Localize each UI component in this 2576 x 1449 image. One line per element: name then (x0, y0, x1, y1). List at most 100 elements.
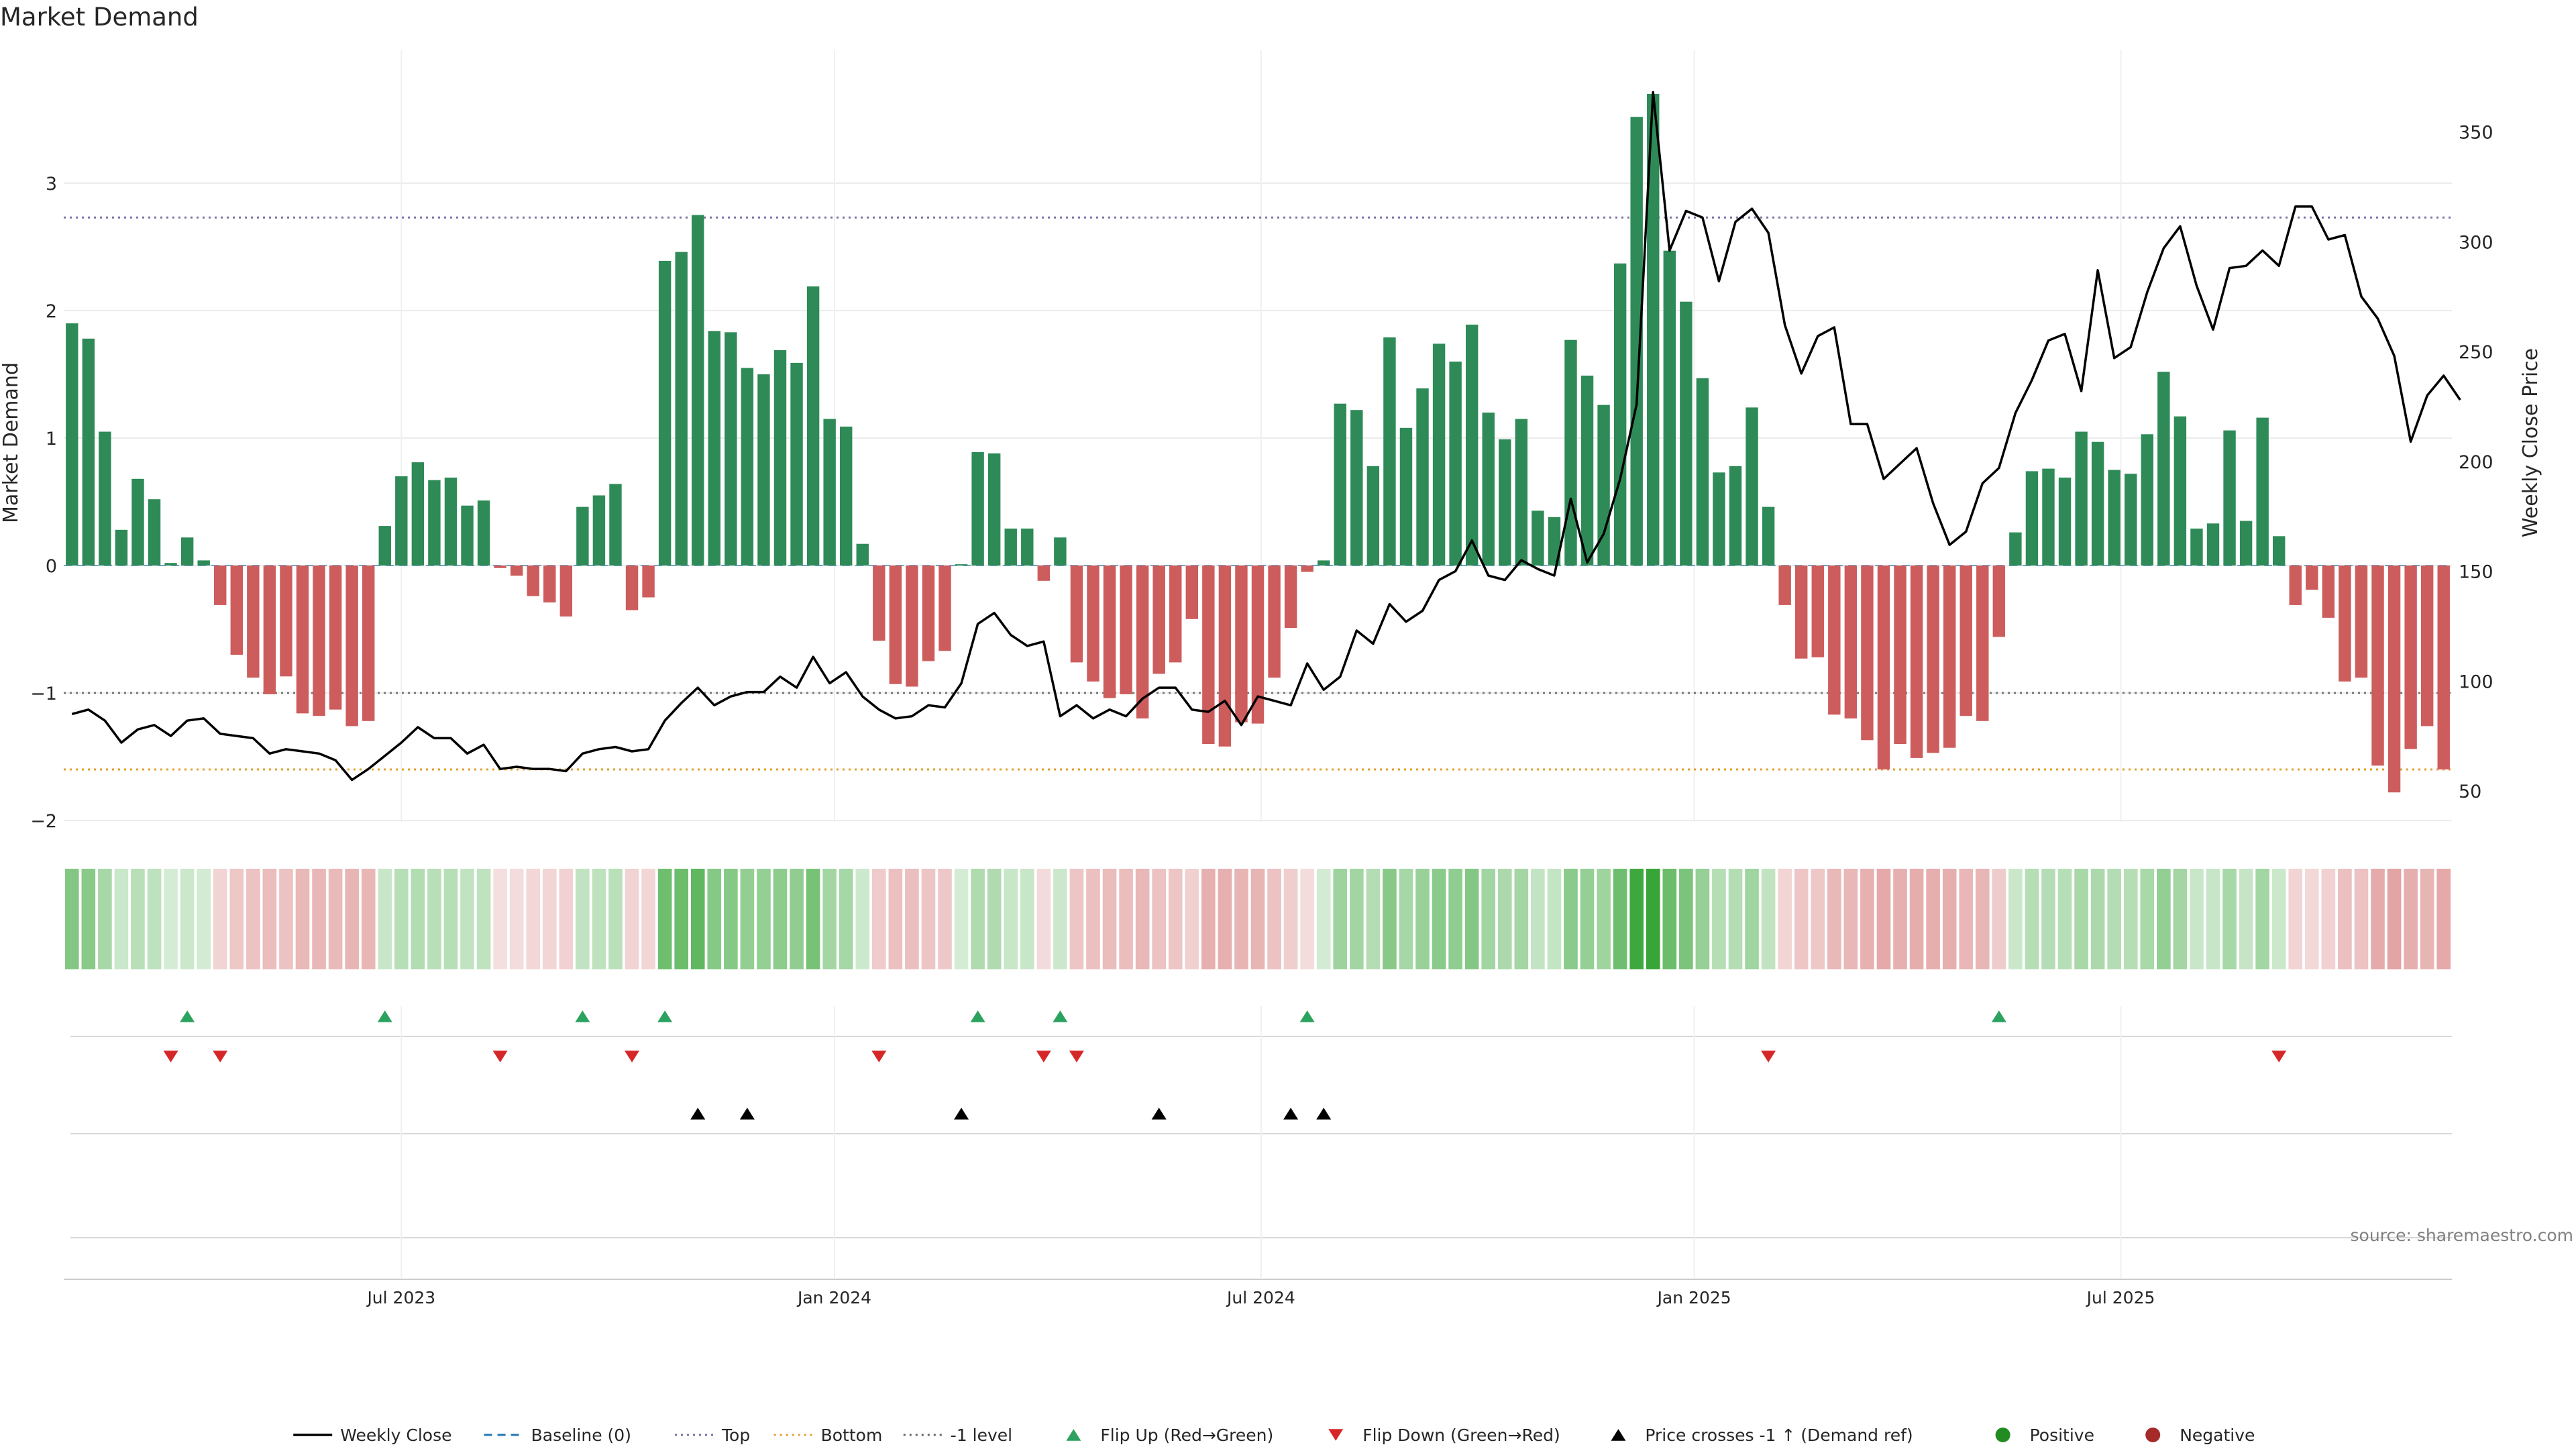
demand-bar (1746, 407, 1758, 566)
demand-bar (2306, 566, 2318, 590)
demand-bar (708, 331, 720, 566)
heat-cell (1942, 869, 1957, 969)
heat-cell (757, 869, 771, 969)
legend-label: Flip Down (Green→Red) (1362, 1426, 1560, 1445)
demand-bar (66, 323, 78, 566)
legend-label: Bottom (821, 1426, 883, 1445)
demand-bar (675, 252, 688, 566)
demand-bar (1465, 324, 1479, 566)
demand-bars (66, 94, 2450, 793)
demand-bar (971, 451, 984, 566)
demand-bar (938, 566, 951, 651)
heat-cell (1250, 869, 1265, 969)
heat-cell (1629, 869, 1644, 969)
demand-bar (1152, 566, 1165, 674)
demand-bar (494, 566, 506, 568)
price-cross-marker (1151, 1108, 1167, 1120)
demand-bar (1713, 472, 1725, 566)
heat-cell (1135, 869, 1150, 969)
demand-bar (115, 529, 128, 566)
flip-up-marker (575, 1010, 590, 1022)
heat-cell (839, 869, 853, 969)
demand-bar (1992, 566, 2006, 637)
demand-bar (2108, 470, 2121, 566)
demand-bar (1399, 427, 1413, 566)
demand-bar (2190, 528, 2203, 566)
heat-cell (773, 869, 788, 969)
demand-bar (2174, 416, 2187, 566)
heat-cell (213, 869, 227, 969)
heat-cell (114, 869, 129, 969)
heat-cell (378, 869, 392, 969)
demand-bar (1976, 566, 1989, 721)
heat-cell (345, 869, 359, 969)
heat-cell (2354, 869, 2369, 969)
demand-bar (1070, 566, 1083, 663)
heat-cell (1086, 869, 1100, 969)
heat-cell (1876, 869, 1891, 969)
demand-bar (362, 566, 375, 721)
x-tick-label: Jul 2023 (366, 1288, 435, 1307)
grid-lines (64, 50, 2452, 822)
demand-bar (1268, 566, 1281, 678)
demand-bar (1647, 94, 1660, 566)
demand-bar (329, 566, 342, 710)
heat-cell (1860, 869, 1874, 969)
demand-bar (2025, 471, 2039, 566)
y-tick-label-left: 1 (46, 429, 57, 449)
demand-bar (1680, 301, 1693, 566)
demand-bar (806, 286, 820, 566)
heat-cell (1843, 869, 1858, 969)
heat-cell (625, 869, 639, 969)
legend: Weekly Close Baseline (0) Top Bottom -1 leve… (293, 1426, 2255, 1445)
heat-cell (2123, 869, 2138, 969)
heat-cell (411, 869, 425, 969)
heat-cell (2190, 869, 2204, 969)
y-tick-label-right: 350 (2459, 123, 2493, 144)
heat-cell (312, 869, 326, 969)
demand-bar (790, 362, 803, 566)
heat-cell (1399, 869, 1413, 969)
flip-up-marker (657, 1010, 673, 1022)
demand-bar (1630, 117, 1643, 566)
heat-cell (197, 869, 211, 969)
heat-cell (1218, 869, 1232, 969)
heat-cell (443, 869, 458, 969)
heat-cell (2173, 869, 2188, 969)
demand-bar (1960, 566, 1972, 716)
heat-cell (2288, 869, 2303, 969)
legend-swatch (1328, 1429, 1344, 1441)
demand-bar (1532, 511, 1544, 566)
demand-bar (1301, 566, 1313, 572)
legend-label: Flip Up (Red→Green) (1100, 1426, 1273, 1445)
demand-bar (1778, 566, 1791, 605)
demand-bar (1251, 566, 1265, 724)
demand-bar (148, 499, 161, 566)
heat-cell (1564, 869, 1578, 969)
heat-cell (1464, 869, 1479, 969)
heat-cell (229, 869, 244, 969)
heat-cell (1152, 869, 1167, 969)
demand-bar (658, 260, 672, 566)
heat-cell (2025, 869, 2039, 969)
heat-cell (822, 869, 837, 969)
y-tick-label-right: 100 (2459, 672, 2493, 692)
x-ticks: Jul 2023 Jan 2024 Jul 2024 Jan 2025 Jul 2025 (366, 1288, 2155, 1307)
price-cross-marker (690, 1108, 706, 1120)
heat-cell (476, 869, 491, 969)
heat-cell (1646, 869, 1660, 969)
price-cross-marker (739, 1108, 755, 1120)
heat-cell (2338, 869, 2352, 969)
heat-cell (2140, 869, 2155, 969)
demand-bar (2371, 566, 2384, 766)
demand-bar (527, 566, 539, 596)
heat-cell (2041, 869, 2055, 969)
heat-cell (592, 869, 606, 969)
heat-cell (1909, 869, 1924, 969)
demand-bar (2042, 468, 2055, 566)
legend-label: Negative (2180, 1426, 2255, 1445)
demand-bar (823, 419, 836, 566)
y-tick-label-left: −2 (30, 811, 57, 832)
demand-bar (1235, 566, 1248, 722)
y-ticks-right: 350 300 250 200 150 100 50 (2459, 123, 2493, 803)
